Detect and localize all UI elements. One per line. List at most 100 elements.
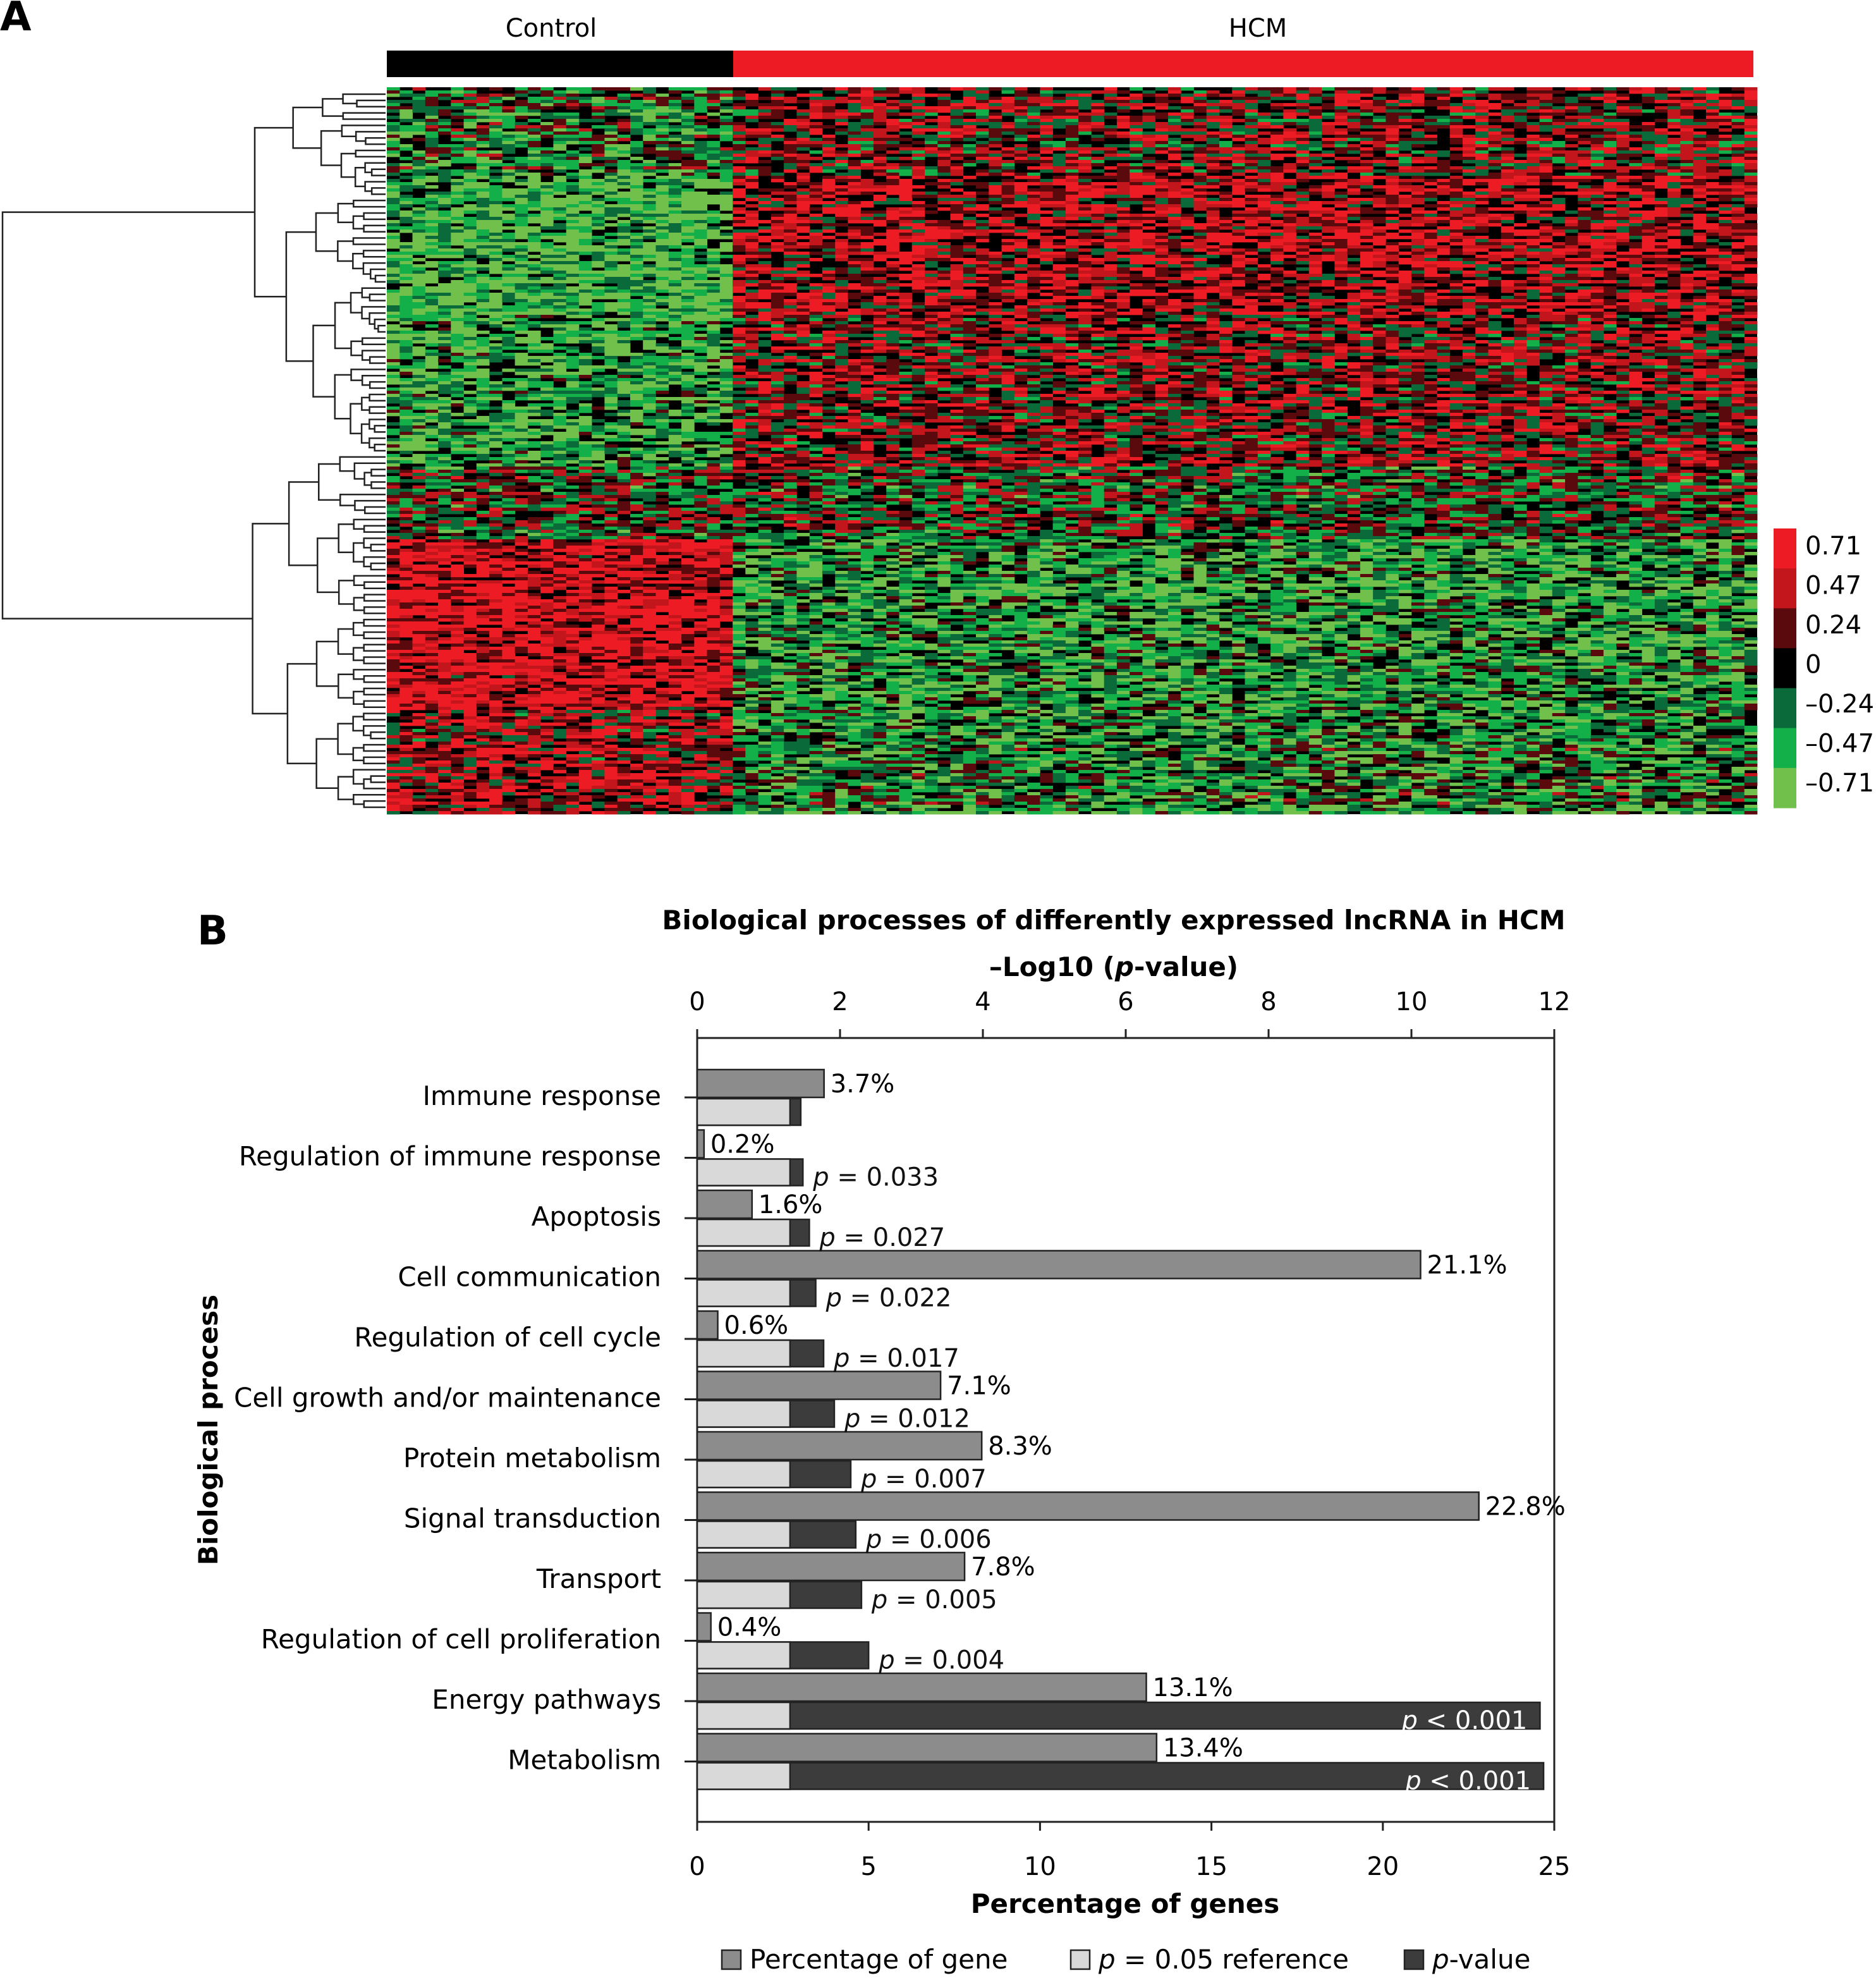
heatmap-cell: [1386, 207, 1399, 211]
heatmap-cell: [1488, 173, 1502, 176]
heatmap-cell: [604, 233, 618, 236]
heatmap-cell: [604, 163, 618, 167]
heatmap-cell: [976, 87, 989, 91]
heatmap-cell: [784, 239, 797, 243]
heatmap-cell: [745, 169, 758, 173]
heatmap-cell: [1706, 154, 1719, 157]
heatmap-cell: [873, 103, 887, 107]
heatmap-cell: [1654, 214, 1668, 217]
heatmap-cell: [592, 166, 605, 170]
heatmap-cell: [694, 236, 707, 240]
heatmap-cell: [1514, 116, 1527, 119]
heatmap-cell: [1539, 138, 1553, 142]
heatmap-cell: [1232, 185, 1245, 189]
heatmap-cell: [976, 119, 989, 123]
heatmap-cell: [425, 264, 439, 268]
heatmap-cell: [578, 261, 592, 265]
heatmap-cell: [1744, 248, 1758, 252]
heatmap-cell: [1155, 128, 1169, 132]
heatmap-cell: [681, 150, 695, 154]
heatmap-cell: [1206, 109, 1220, 113]
heatmap-cell: [899, 185, 913, 189]
heatmap-cell: [387, 154, 400, 157]
heatmap-cell: [848, 207, 862, 211]
heatmap-cell: [412, 245, 426, 249]
heatmap-cell: [963, 229, 977, 233]
heatmap-cell: [1398, 125, 1412, 129]
heatmap-cell: [630, 233, 643, 236]
heatmap-cell: [630, 87, 643, 91]
heatmap-cell: [719, 138, 733, 142]
heatmap-cell: [796, 229, 810, 233]
heatmap-cell: [451, 128, 464, 132]
heatmap-cell: [1219, 176, 1233, 180]
heatmap-cell: [1449, 166, 1463, 170]
heatmap-cell: [489, 220, 502, 224]
heatmap-cell: [770, 94, 784, 97]
heatmap-cell: [1501, 169, 1514, 173]
heatmap-cell: [1270, 220, 1284, 224]
heatmap-cell: [796, 211, 810, 214]
heatmap-cell: [1168, 258, 1181, 262]
heatmap-cell: [937, 173, 951, 176]
heatmap-cell: [1219, 182, 1233, 186]
heatmap-cell: [1539, 150, 1553, 154]
heatmap-cell: [707, 103, 721, 107]
heatmap-cell: [540, 122, 554, 126]
heatmap-cell: [1168, 261, 1181, 265]
heatmap-cell: [1116, 176, 1130, 180]
heatmap-cell: [1526, 106, 1540, 110]
heatmap-cell: [1040, 220, 1053, 224]
heatmap-cell: [1744, 128, 1758, 132]
heatmap-cell: [527, 97, 541, 101]
heatmap-cell: [655, 166, 669, 170]
heatmap-cell: [1501, 255, 1514, 259]
heatmap-cell: [1654, 201, 1668, 205]
heatmap-cell: [1360, 94, 1374, 97]
heatmap-cell: [1565, 261, 1578, 265]
heatmap-cell: [566, 255, 580, 259]
dendrogram-branch: [363, 594, 386, 602]
heatmap-cell: [911, 217, 925, 221]
heatmap-cell: [1014, 229, 1028, 233]
heatmap-cell: [1014, 138, 1028, 142]
heatmap-cell: [592, 211, 605, 214]
dendrogram-branch: [368, 393, 386, 402]
heatmap-cell: [1386, 195, 1399, 198]
heatmap-cell: [1322, 144, 1335, 148]
heatmap-cell: [976, 154, 989, 157]
heatmap-cell: [1654, 87, 1668, 91]
heatmap-cell: [425, 252, 439, 255]
dendrogram-branch: [361, 306, 386, 320]
heatmap-cell: [733, 236, 746, 240]
heatmap-cell: [848, 214, 862, 217]
heatmap-cell: [1283, 214, 1296, 217]
heatmap-cell: [1232, 264, 1245, 268]
heatmap-cell: [1552, 109, 1566, 113]
heatmap-cell: [655, 109, 669, 113]
heatmap-cell: [1373, 147, 1386, 151]
heatmap-cell: [1565, 179, 1578, 183]
heatmap-cell: [1386, 242, 1399, 246]
heatmap-cell: [1142, 144, 1156, 148]
heatmap-cell: [1142, 252, 1156, 255]
heatmap-cell: [899, 223, 913, 227]
heatmap-cell: [1052, 264, 1066, 268]
heatmap-cell: [1270, 188, 1284, 192]
heatmap-cell: [770, 150, 784, 154]
heatmap-cell: [873, 169, 887, 173]
heatmap-cell: [1168, 217, 1181, 221]
heatmap-cell: [899, 173, 913, 176]
heatmap-cell: [1245, 252, 1258, 255]
heatmap-cell: [989, 185, 1002, 189]
heatmap-cell: [1398, 245, 1412, 249]
heatmap-cell: [451, 248, 464, 252]
heatmap-cell: [1168, 255, 1181, 259]
heatmap-cell: [1386, 144, 1399, 148]
heatmap-cell: [1245, 119, 1258, 123]
heatmap-cell: [1027, 100, 1040, 104]
dendrogram-branch: [363, 525, 386, 533]
heatmap-cell: [1116, 201, 1130, 205]
heatmap-cell: [822, 195, 836, 198]
heatmap-cell: [566, 87, 580, 91]
